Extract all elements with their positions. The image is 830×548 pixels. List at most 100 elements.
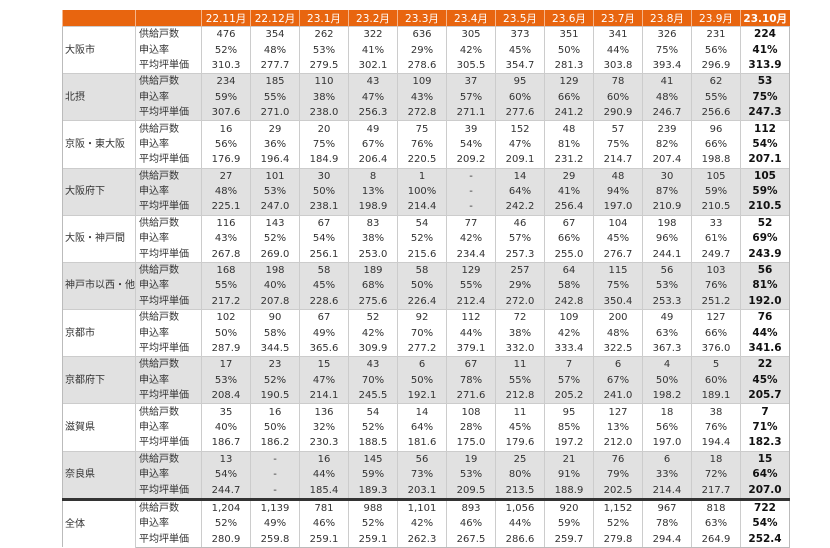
value-cell: 77 xyxy=(446,214,496,232)
value-cell: 256.4 xyxy=(544,199,594,216)
region-name: 全体 xyxy=(62,497,136,548)
value-cell: 242.2 xyxy=(495,199,545,216)
metric-label: 供給戸数 xyxy=(135,497,202,517)
value-cell: 30 xyxy=(299,167,349,184)
value-cell: 19 xyxy=(446,450,496,467)
value-cell: 22 xyxy=(740,356,790,373)
value-cell: 29% xyxy=(495,278,545,294)
value-cell: 78% xyxy=(446,372,496,388)
value-cell: 52 xyxy=(348,309,398,326)
value-cell: 67% xyxy=(593,372,643,388)
value-cell: 75% xyxy=(593,136,643,153)
table-row: 京都市 供給戸数 102 90 67 52 92 112 72 109 200 49 127 76 xyxy=(62,309,790,357)
value-cell: 205.7 xyxy=(740,387,790,404)
region-name: 京都市 xyxy=(62,309,136,357)
value-cell: 202.5 xyxy=(593,482,643,500)
value-cell: 81% xyxy=(544,136,594,153)
value-cell: 185 xyxy=(250,73,300,90)
value-cell: 75% xyxy=(593,278,643,294)
region-name: 滋賀県 xyxy=(62,403,136,452)
value-cell: 59% xyxy=(691,183,741,200)
value-cell: 64% xyxy=(397,419,447,436)
value-cell: 69% xyxy=(740,231,790,247)
condo-supply-table: 22.11月 22.12月 23.1月 23.2月 23.3月 23.4月 23.5月 23.… xyxy=(62,10,790,548)
value-cell: 208.4 xyxy=(201,387,251,404)
value-cell: 286.6 xyxy=(495,531,545,548)
value-cell: 198.8 xyxy=(691,152,741,169)
value-cell: 184.9 xyxy=(299,152,349,169)
table-row: 神戸市以西・他 供給戸数 168 198 58 189 58 129 257 64 115 56 103… xyxy=(62,261,790,310)
value-cell: 192.0 xyxy=(740,293,790,310)
value-cell: 188.9 xyxy=(544,482,594,500)
value-cell: 42% xyxy=(348,325,398,341)
value-cell: 52% xyxy=(201,516,251,532)
metric-label: 申込率 xyxy=(135,325,202,341)
value-cell: 189 xyxy=(348,261,398,279)
value-cell: 7 xyxy=(740,403,790,420)
value-cell: 212.0 xyxy=(593,435,643,452)
value-cell: 116 xyxy=(201,214,251,232)
value-cell: 244.7 xyxy=(201,482,251,500)
value-cell: 46% xyxy=(299,516,349,532)
value-cell: 110 xyxy=(299,73,349,90)
value-cell: 75 xyxy=(397,120,447,137)
value-cell: 55% xyxy=(495,372,545,388)
metric-label: 申込率 xyxy=(135,516,202,532)
value-cell: 256.6 xyxy=(691,104,741,121)
value-cell: 194.4 xyxy=(691,435,741,452)
metric-label: 供給戸数 xyxy=(135,120,202,137)
value-cell: 50% xyxy=(642,372,692,388)
value-cell: 23 xyxy=(250,356,300,373)
value-cell: 127 xyxy=(691,309,741,326)
value-cell: 76% xyxy=(691,278,741,294)
value-cell: 242.8 xyxy=(544,293,594,310)
value-cell: 344.5 xyxy=(250,340,300,357)
value-cell: 136 xyxy=(299,403,349,420)
table-row: 平均坪単価 307.6 271.0 238.0 256.3 272.8 271.1 277.6… xyxy=(63,104,790,121)
value-cell: 78% xyxy=(642,516,692,532)
value-cell: 18 xyxy=(691,450,741,467)
table-row: 申込率 50% 58% 49% 42% 70% 44% 38% 42% 48% 63% 66% 44% xyxy=(63,325,790,341)
value-cell: 94% xyxy=(593,183,643,200)
value-cell: 309.9 xyxy=(348,340,398,357)
table-row: 大阪府下 供給戸数 27 101 30 8 1-14 29 48 30 105 105 xyxy=(62,167,790,216)
value-cell: 46% xyxy=(446,516,496,532)
value-cell: 302.1 xyxy=(348,57,398,74)
value-cell: 269.0 xyxy=(250,246,300,263)
value-cell: 43% xyxy=(201,231,251,247)
value-cell: 37 xyxy=(446,73,496,90)
value-cell: 48% xyxy=(201,183,251,200)
value-cell: 36% xyxy=(250,136,300,153)
value-cell: 29 xyxy=(544,167,594,184)
table-row: 申込率 59% 55% 38% 47% 43% 57% 60% 66% 60% 48% 55% 75% xyxy=(63,89,790,105)
value-cell: 44% xyxy=(446,325,496,341)
value-cell: 49% xyxy=(250,516,300,532)
value-cell: 214.4 xyxy=(642,482,692,500)
value-cell: 722 xyxy=(740,497,790,517)
metric-label: 供給戸数 xyxy=(135,214,202,232)
value-cell: 56% xyxy=(691,42,741,58)
table-row: 全体 供給戸数 1,204 1,139 781 988 1,101 893 1,056 920 1,… xyxy=(62,497,790,548)
value-cell: 54% xyxy=(446,136,496,153)
metric-label: 申込率 xyxy=(135,183,202,200)
value-cell: 16 xyxy=(250,403,300,420)
value-cell: 14 xyxy=(495,167,545,184)
value-cell: 307.6 xyxy=(201,104,251,121)
value-cell: 818 xyxy=(691,497,741,517)
value-cell: 55% xyxy=(691,89,741,105)
value-cell: 781 xyxy=(299,497,349,517)
metric-label: 申込率 xyxy=(135,372,202,388)
value-cell: 56% xyxy=(642,419,692,436)
value-cell: 305 xyxy=(446,26,496,43)
value-cell: 255.0 xyxy=(544,246,594,263)
value-cell: 43% xyxy=(397,89,447,105)
value-cell: 109 xyxy=(397,73,447,90)
value-cell: 287.9 xyxy=(201,340,251,357)
value-cell: 57 xyxy=(593,120,643,137)
value-cell: 76 xyxy=(593,450,643,467)
value-cell: 92 xyxy=(397,309,447,326)
value-cell: 49 xyxy=(348,120,398,137)
value-cell: 63% xyxy=(642,325,692,341)
value-cell: 57% xyxy=(446,89,496,105)
table-row: 大阪市 供給戸数 476 354 262 322 636 305 373 351 341 326 231… xyxy=(62,25,790,74)
